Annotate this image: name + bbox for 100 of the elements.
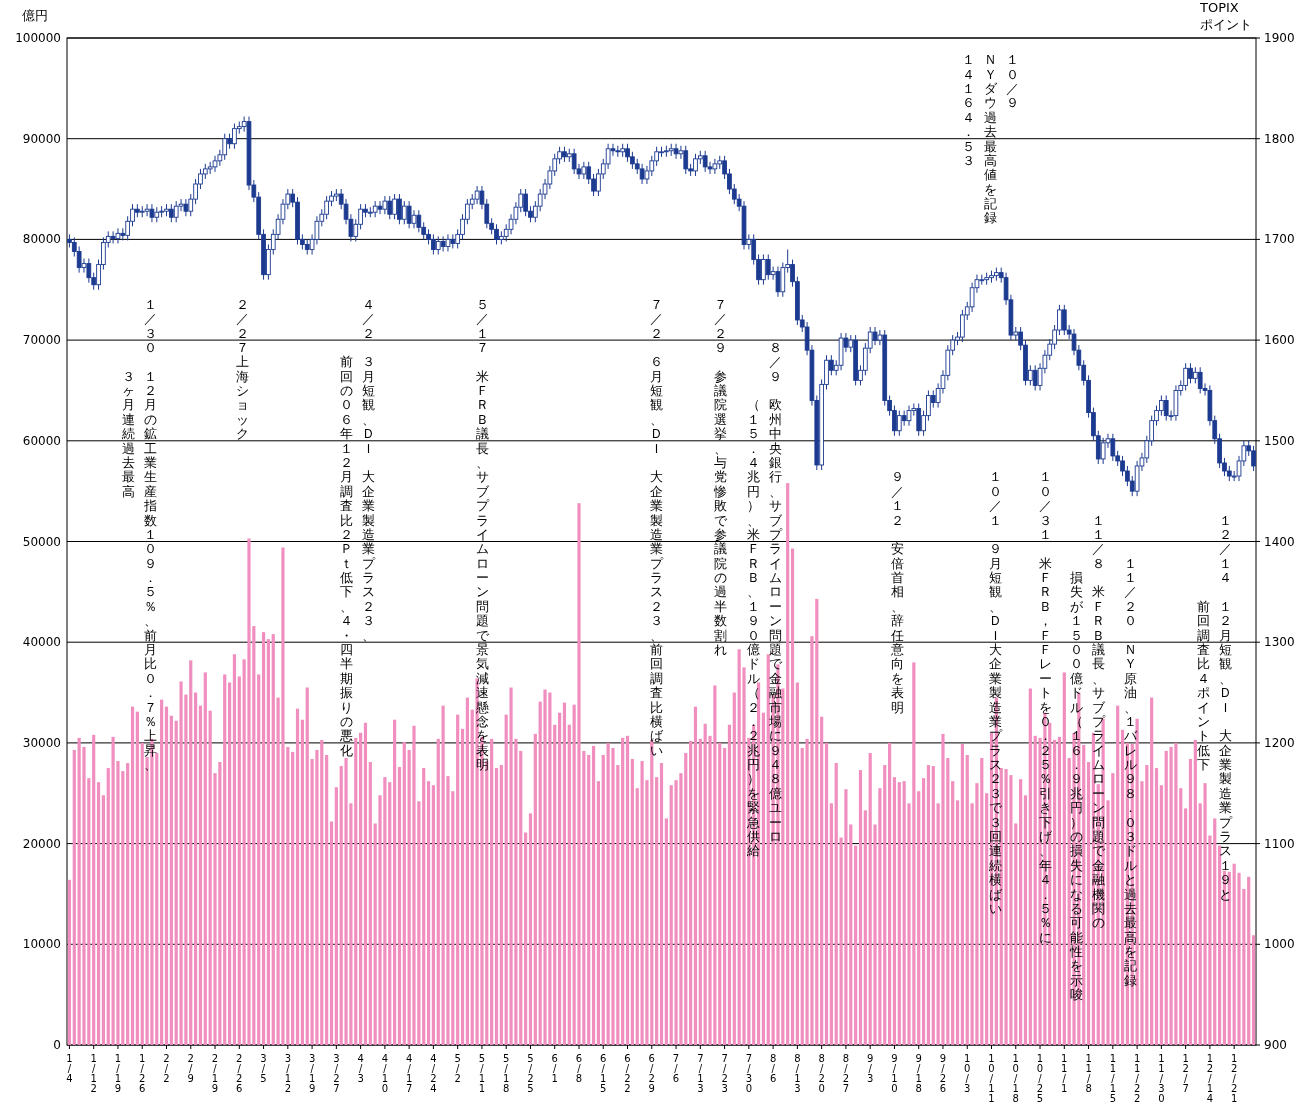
- bar: [126, 763, 130, 1045]
- bar: [1203, 783, 1207, 1045]
- y2-axis-title: TOPIX ポイント: [1199, 0, 1252, 32]
- bar: [465, 697, 469, 1045]
- bar: [368, 762, 372, 1045]
- y2-tick-label: 900: [1264, 1038, 1287, 1052]
- x-tick-label: 9/10: [888, 1053, 900, 1093]
- bar: [1120, 729, 1125, 1045]
- bar: [232, 654, 237, 1045]
- x-tick-label: 1/4: [63, 1053, 75, 1083]
- bar: [790, 548, 795, 1045]
- x-tick-label: 2/19: [209, 1053, 221, 1093]
- bar: [698, 738, 702, 1045]
- bar: [72, 749, 76, 1045]
- annotation: ２／２７上海ショック: [235, 296, 249, 442]
- x-tick-label: 2/2: [160, 1053, 172, 1083]
- bar: [271, 634, 275, 1045]
- bar: [596, 781, 601, 1045]
- y2-tick-label: 1600: [1264, 333, 1295, 348]
- bar: [786, 483, 790, 1045]
- x-tick-label: 10/18: [1010, 1053, 1022, 1103]
- x-tick-label: 8/13: [791, 1053, 803, 1093]
- x-tick-label: 9/3: [864, 1053, 876, 1083]
- y-tick-label: 90000: [22, 131, 61, 146]
- bar: [135, 711, 139, 1045]
- y2-tick-label: 1100: [1264, 836, 1295, 851]
- x-tick-label: 12/21: [1228, 1053, 1240, 1103]
- bar: [300, 719, 304, 1045]
- bar: [402, 741, 406, 1045]
- bar: [732, 692, 736, 1045]
- x-tick-label: 4/3: [355, 1053, 367, 1083]
- bar: [412, 725, 416, 1045]
- bar: [494, 768, 499, 1045]
- bar: [722, 747, 727, 1045]
- bar: [820, 716, 824, 1045]
- bar: [456, 714, 460, 1045]
- bar: [557, 712, 562, 1045]
- x-tick-label: 11/1: [1058, 1053, 1070, 1093]
- bar: [499, 765, 503, 1045]
- y2-tick-label: 1700: [1264, 232, 1295, 247]
- bar: [926, 765, 931, 1045]
- y2-tick-label: 1900: [1264, 31, 1295, 45]
- x-tick-label: 5/2: [452, 1053, 464, 1083]
- x-tick-label: 8/20: [816, 1053, 828, 1093]
- y-tick-label: 50000: [22, 534, 61, 549]
- y-axis-title: 億円: [22, 8, 48, 23]
- x-tick-label: 8/27: [840, 1053, 852, 1093]
- x-tick-label: 1/12: [88, 1053, 100, 1093]
- x-tick-label: 7/6: [670, 1053, 682, 1083]
- x-tick-label: 4/17: [403, 1053, 415, 1093]
- bar: [431, 785, 436, 1045]
- bar: [587, 754, 591, 1045]
- x-tick-label: 6/8: [573, 1053, 585, 1083]
- annotation: ９／１２安倍首相、辞任意向を表明: [890, 469, 904, 715]
- bar: [164, 706, 169, 1045]
- x-tick-label: 1/26: [136, 1053, 148, 1093]
- bar: [985, 793, 989, 1045]
- x-tick-label: 7/13: [694, 1053, 706, 1093]
- annotation: １１／８米ＦＲＢ議長、サブプライムローン問題で金融機関の: [1091, 512, 1105, 931]
- bar: [1150, 697, 1154, 1045]
- bar: [611, 747, 615, 1045]
- bar: [562, 702, 567, 1045]
- bar: [1218, 845, 1222, 1045]
- bar: [422, 768, 426, 1045]
- annotation: ４／２３月短観、ＤＩ大企業製造業プラス２３、: [361, 296, 375, 643]
- bar: [1193, 739, 1197, 1045]
- bar: [655, 777, 659, 1045]
- bar: [1057, 736, 1062, 1045]
- bar: [761, 712, 766, 1045]
- x-tick-label: 7/23: [719, 1053, 731, 1093]
- x-tick-label: 12/7: [1180, 1053, 1192, 1093]
- annotation: １０／１９月短観、ＤＩ大企業製造業プラス２３で３回連続横ばい: [988, 469, 1002, 916]
- bar: [533, 733, 537, 1045]
- bar: [198, 705, 203, 1045]
- x-tick-label: 7/30: [743, 1053, 755, 1093]
- bar: [1086, 762, 1091, 1045]
- bar: [931, 766, 935, 1045]
- bar: [621, 737, 625, 1045]
- bar: [883, 765, 887, 1045]
- y-tick-label: 100000: [15, 31, 61, 45]
- x-tick-label: 1/19: [112, 1053, 124, 1093]
- bar: [1159, 785, 1163, 1045]
- bar: [727, 724, 732, 1045]
- y2-tick-label: 1400: [1264, 534, 1295, 549]
- bar: [766, 654, 770, 1045]
- annotation: 前回調査比４ポイント低下: [1196, 598, 1210, 773]
- bar: [257, 674, 261, 1045]
- annotation: ３ヶ月連続過去最高: [121, 368, 135, 499]
- bar: [863, 810, 867, 1045]
- bar: [397, 767, 402, 1045]
- x-tick-label: 3/27: [330, 1053, 342, 1093]
- bar: [426, 781, 431, 1045]
- bar: [543, 689, 547, 1045]
- y2-tick-label: 1800: [1264, 131, 1295, 146]
- bar: [567, 724, 571, 1045]
- x-tick-label: 4/10: [379, 1053, 391, 1093]
- bar: [693, 706, 698, 1045]
- bar: [388, 782, 392, 1045]
- bar: [203, 672, 207, 1045]
- bar: [194, 692, 198, 1045]
